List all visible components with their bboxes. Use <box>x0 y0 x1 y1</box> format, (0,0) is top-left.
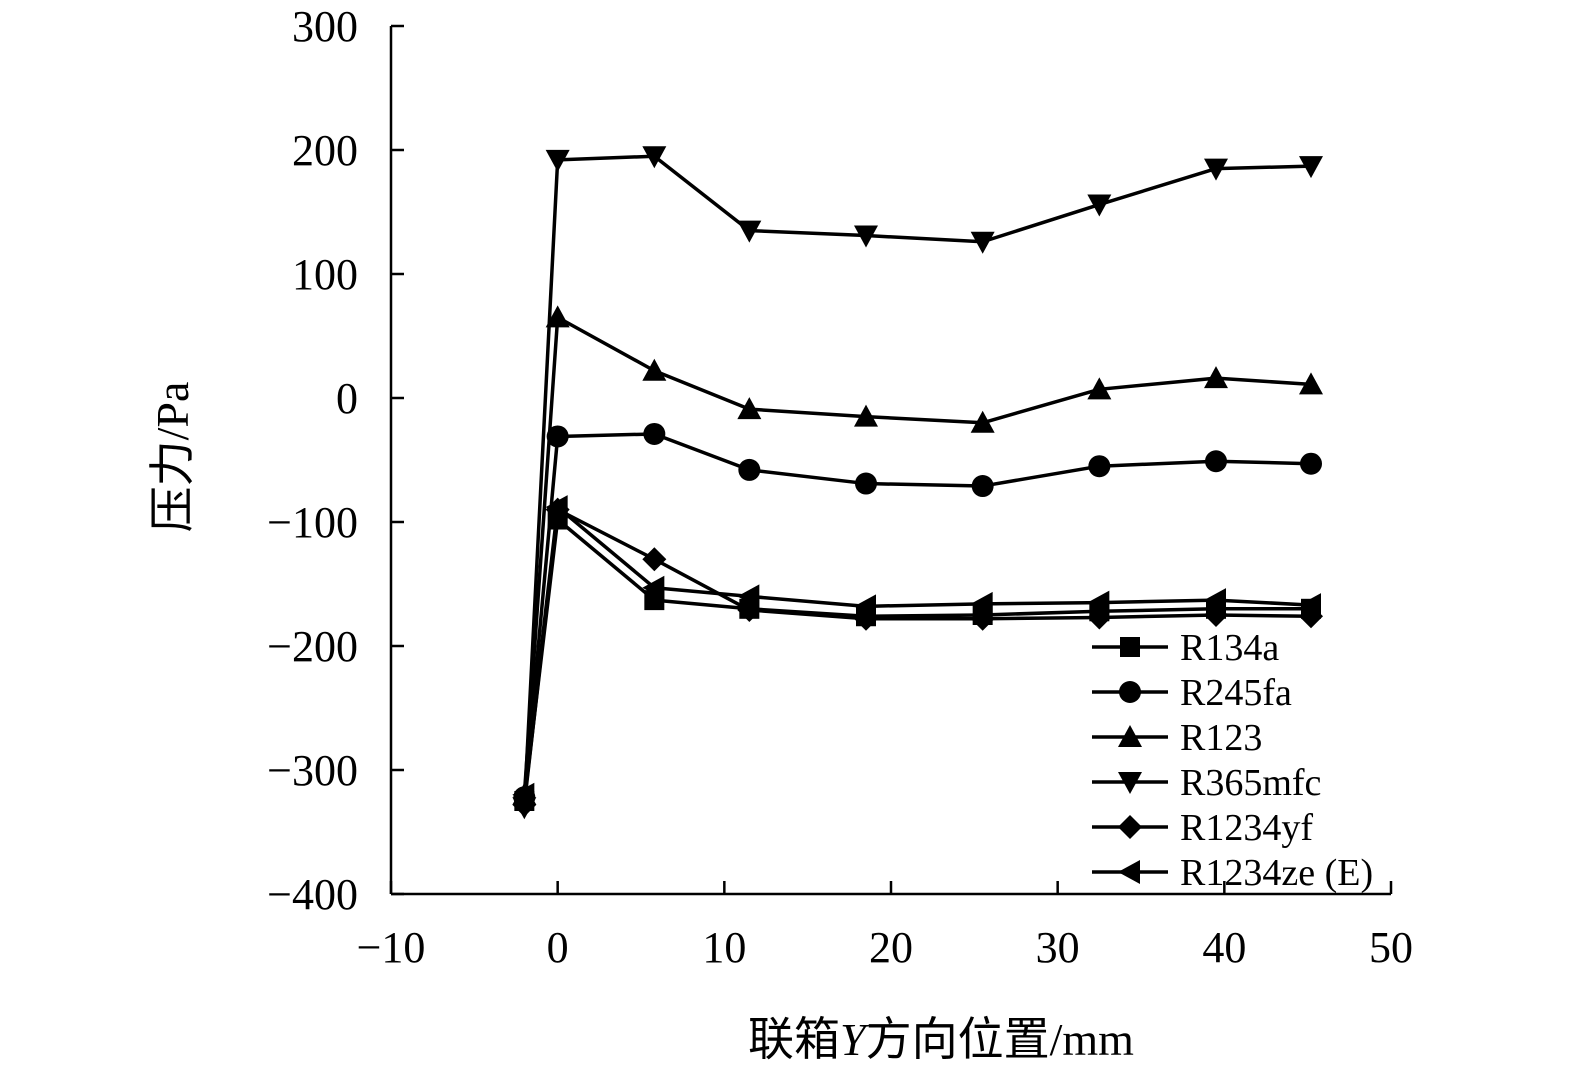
data-point <box>854 594 876 619</box>
data-point <box>855 472 877 495</box>
legend-label: R1234ze (E) <box>1180 852 1373 894</box>
legend-marker <box>1120 637 1140 657</box>
data-point <box>642 547 667 572</box>
y-axis-title: 压力/Pa <box>147 382 198 533</box>
y-tick-label: −400 <box>267 870 358 919</box>
y-tick-label: −300 <box>267 746 358 795</box>
legend-marker <box>1118 815 1142 839</box>
series-layer <box>512 146 1323 820</box>
legend-label: R365mfc <box>1180 762 1321 804</box>
data-point <box>1299 372 1323 395</box>
legend-label: R1234yf <box>1180 807 1313 849</box>
y-tick-label: 200 <box>292 126 358 175</box>
data-point <box>1204 158 1228 181</box>
y-axis-ticks: −400 −300 −200 −100 0 100 200 300 <box>267 2 404 919</box>
data-point <box>1300 452 1322 475</box>
data-point <box>1205 450 1227 473</box>
series-r1234ze-e- <box>512 495 1321 807</box>
y-tick-label: −200 <box>267 622 358 671</box>
data-point <box>854 404 878 427</box>
x-tick-label: −10 <box>357 923 426 972</box>
x-axis-title-variable: Y <box>840 1014 870 1065</box>
data-point <box>970 591 993 616</box>
data-point <box>1087 194 1112 217</box>
y-tick-label: 0 <box>336 374 358 423</box>
y-tick-label: −100 <box>267 498 358 547</box>
x-tick-label: 30 <box>1036 923 1080 972</box>
x-tick-label: 50 <box>1369 923 1413 972</box>
x-axis-title: 联箱Y方向位置/mm <box>748 1014 1134 1065</box>
data-point <box>1299 593 1321 618</box>
data-point <box>1088 455 1111 478</box>
legend-entry: R123 <box>1092 717 1262 759</box>
data-point <box>512 782 535 807</box>
data-point <box>1299 156 1323 179</box>
data-point <box>1204 366 1228 389</box>
legend-label: R245fa <box>1180 672 1292 714</box>
legend-label: R134a <box>1180 627 1279 669</box>
data-point <box>970 410 995 433</box>
data-point <box>737 584 760 609</box>
x-tick-label: 20 <box>869 923 913 972</box>
data-point <box>737 220 762 243</box>
legend-marker <box>1118 860 1140 884</box>
y-tick-label: 300 <box>292 2 358 51</box>
data-point <box>854 225 878 248</box>
legend-entry: R1234ze (E) <box>1092 852 1373 894</box>
data-point <box>545 305 570 328</box>
data-point <box>737 397 762 420</box>
data-point <box>1087 590 1110 615</box>
x-tick-label: 40 <box>1202 923 1246 972</box>
data-point <box>643 422 666 445</box>
series-r365mfc <box>512 146 1323 820</box>
legend-entry: R1234yf <box>1092 807 1313 849</box>
y-tick-label: 100 <box>292 250 358 299</box>
data-point <box>1204 588 1226 613</box>
data-point <box>642 358 667 381</box>
x-axis-ticks: −10 0 10 20 30 40 50 <box>357 881 1413 972</box>
data-point <box>738 458 761 481</box>
legend-marker <box>1119 681 1141 703</box>
legend-entry: R245fa <box>1092 672 1292 714</box>
data-point <box>971 475 994 498</box>
legend-label: R123 <box>1180 717 1262 759</box>
legend-entry: R365mfc <box>1092 762 1321 804</box>
x-tick-label: 10 <box>702 923 746 972</box>
data-point <box>642 146 667 169</box>
data-point <box>970 231 995 254</box>
data-point <box>545 149 570 172</box>
data-point <box>1087 377 1112 400</box>
x-axis-title-prefix: 联箱 <box>748 1014 840 1065</box>
legend-marker <box>1118 772 1142 794</box>
legend-marker <box>1118 725 1142 747</box>
data-point <box>545 495 568 520</box>
series-r245fa <box>513 422 1322 809</box>
data-point <box>546 425 569 448</box>
x-tick-label: 0 <box>547 923 569 972</box>
x-axis-title-suffix: 方向位置/mm <box>866 1014 1135 1065</box>
data-point <box>642 575 665 600</box>
legend-entry: R134a <box>1092 627 1279 669</box>
